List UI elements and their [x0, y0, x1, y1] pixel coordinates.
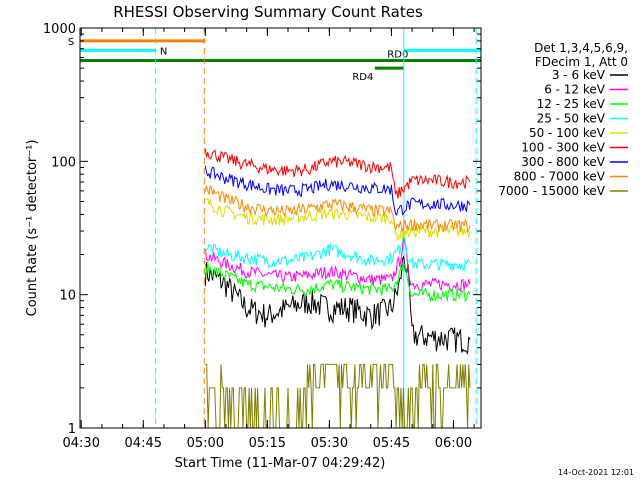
- legend-label: 6 - 12 keV: [544, 83, 606, 97]
- legend-header-line2: FDecim 1, Att 0: [535, 55, 628, 69]
- y-axis: 1 10 100 1000: [43, 22, 481, 437]
- legend: Det 1,3,4,5,6,9, FDecim 1, Att 0 3 - 6 k…: [498, 41, 628, 198]
- y-tick-label: 100: [51, 155, 76, 170]
- x-tick-label: 05:30: [311, 436, 348, 451]
- legend-label: 25 - 50 keV: [537, 112, 606, 126]
- flag-label: RD4: [352, 72, 373, 83]
- series-line: [204, 184, 471, 233]
- series-group: [204, 148, 471, 429]
- series-line: [204, 255, 471, 355]
- legend-label: 12 - 25 keV: [537, 97, 606, 111]
- legend-label: 7000 - 15000 keV: [498, 184, 605, 198]
- x-tick-label: 06:00: [435, 436, 472, 451]
- series-line: [204, 148, 471, 199]
- series-line: [204, 233, 471, 292]
- plot-frame: [79, 27, 482, 429]
- y-tick-label: 1: [68, 422, 76, 437]
- x-tick-label: 05:45: [373, 436, 410, 451]
- x-tick-label: 05:00: [187, 436, 224, 451]
- flag-label: N: [160, 46, 167, 57]
- y-tick-label: 10: [59, 289, 76, 304]
- series-line: [204, 232, 471, 272]
- y-tick-label: 1000: [43, 22, 76, 37]
- x-axis: 04:30 04:45 05:00 05:15 05:30 05:45 06:00: [63, 28, 475, 451]
- series-line: [204, 261, 471, 303]
- legend-header-line1: Det 1,3,4,5,6,9,: [534, 41, 628, 55]
- legend-label: 100 - 300 keV: [521, 141, 605, 155]
- y-axis-label: Count Rate (s⁻¹ detector⁻¹): [25, 140, 40, 317]
- chart-title: RHESSI Observing Summary Count Rates: [113, 3, 423, 21]
- x-axis-label: Start Time (11-Mar-07 04:29:42): [175, 456, 386, 471]
- x-tick-label: 04:45: [125, 436, 162, 451]
- flag-bars: S N RD0 RD4: [68, 37, 481, 83]
- legend-label: 50 - 100 keV: [529, 126, 606, 140]
- flag-label: RD0: [387, 50, 408, 61]
- x-tick-label: 05:15: [249, 436, 286, 451]
- series-line: [205, 363, 471, 429]
- legend-label: 3 - 6 keV: [552, 68, 606, 82]
- legend-label: 800 - 7000 keV: [514, 170, 606, 184]
- footer-date: 14-Oct-2021 12:01: [558, 468, 634, 477]
- x-tick-label: 04:30: [63, 436, 100, 451]
- series-line: [205, 197, 471, 241]
- legend-label: 300 - 800 keV: [521, 155, 605, 169]
- series-line: [204, 165, 471, 216]
- flag-label: S: [68, 37, 74, 48]
